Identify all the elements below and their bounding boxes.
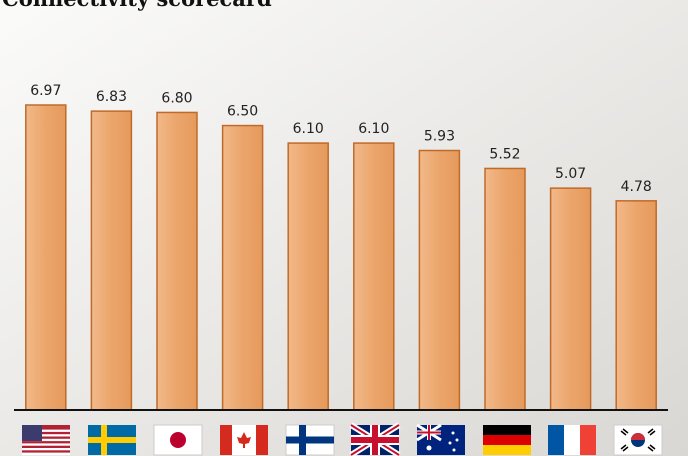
value-label: 6.97 — [30, 83, 61, 99]
bar — [221, 124, 264, 411]
flag-au — [416, 423, 465, 455]
flag-se — [88, 425, 136, 455]
bar — [287, 142, 329, 411]
flag-jp — [153, 424, 203, 456]
value-label: 5.93 — [424, 129, 455, 145]
flag-de — [483, 425, 531, 455]
bars: 6.97 6.83 6.80 6.50 6.10 6.10 5.93 5.52 5.07 4.78 — [25, 83, 657, 411]
flag-ca — [220, 425, 268, 455]
value-label: 4.78 — [621, 179, 652, 195]
value-label: 6.80 — [161, 90, 192, 106]
value-label: 6.10 — [358, 121, 389, 137]
flag-us — [22, 425, 70, 455]
bar — [156, 111, 198, 411]
bar — [484, 167, 526, 411]
bar — [90, 110, 133, 411]
bar — [549, 187, 592, 411]
flags — [22, 422, 663, 456]
value-label: 6.10 — [293, 121, 324, 137]
bar — [615, 200, 657, 411]
bar — [418, 149, 461, 411]
value-label: 6.83 — [96, 89, 127, 105]
value-label: 5.07 — [555, 166, 586, 182]
value-label: 6.50 — [227, 104, 258, 120]
value-label: 5.52 — [489, 146, 520, 162]
bar — [353, 142, 395, 411]
flag-kr — [613, 424, 663, 456]
bar — [25, 104, 67, 411]
flag-fr — [548, 425, 596, 455]
flag-uk — [349, 422, 401, 456]
chart-title: Connectivity scorecard — [2, 0, 272, 11]
flag-fi — [285, 424, 335, 456]
